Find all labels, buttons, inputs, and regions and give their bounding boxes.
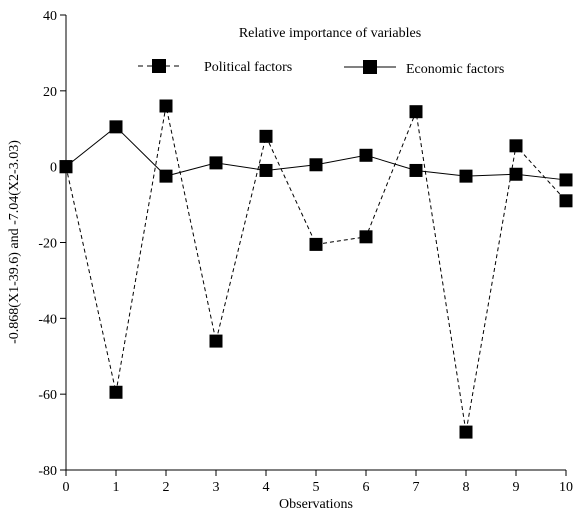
x-tick-label: 4 [263,480,270,495]
x-tick-label: 8 [463,480,470,495]
data-point-political-factors [109,385,123,399]
data-point-economic-factors [409,163,423,177]
x-tick-label: 9 [513,480,520,495]
data-point-political-factors [209,334,223,348]
y-axis-title: -0.868(X1-39.6) and -7.04(X2-3.03) [7,140,22,344]
data-point-political-factors [459,425,473,439]
x-axis-title: Observations [279,497,353,512]
legend: Political factors Economic factors [138,59,504,77]
data-point-economic-factors [159,169,173,183]
data-point-political-factors [559,194,573,208]
x-tick-label: 0 [63,480,70,495]
data-point-economic-factors [59,160,73,174]
data-point-political-factors [359,230,373,244]
legend-marker-political [152,59,166,73]
data-point-economic-factors [209,156,223,170]
y-tick-label: 40 [43,9,57,24]
data-point-political-factors [309,237,323,251]
data-point-economic-factors [459,169,473,183]
tick-marks [60,14,567,476]
series-line-economic-factors [65,126,567,181]
x-tick-label: 1 [113,480,120,495]
x-tick-label: 2 [163,480,170,495]
y-tick-label: -60 [38,388,57,403]
x-tick-label: 6 [363,480,370,495]
data-point-economic-factors [509,167,523,181]
y-tick-label: -20 [38,237,57,252]
data-point-economic-factors [109,120,123,134]
chart-title: Relative importance of variables [239,26,421,41]
data-point-economic-factors [259,163,273,177]
y-tick-label: 0 [50,161,57,176]
data-point-political-factors [509,139,523,153]
plot-area [59,99,573,439]
series-line-political-factors [65,105,567,433]
y-tick-label: 20 [43,85,57,100]
y-tick-label: -80 [38,464,57,479]
legend-label-political: Political factors [204,60,292,75]
data-point-economic-factors [559,173,573,187]
x-tick-label: 7 [413,480,420,495]
tick-labels: 40 20 0 -20 -40 -60 -80 0 1 2 3 4 5 6 7 8 9 10 [38,9,573,495]
data-point-political-factors [259,129,273,143]
legend-label-economic: Economic factors [406,62,504,77]
x-tick-label: 10 [559,480,573,495]
data-point-economic-factors [309,158,323,172]
x-tick-label: 5 [313,480,320,495]
data-point-political-factors [159,99,173,113]
x-tick-label: 3 [213,480,220,495]
legend-marker-economic [363,60,377,74]
y-tick-label: -40 [38,312,57,327]
data-point-economic-factors [359,148,373,162]
data-point-political-factors [409,105,423,119]
